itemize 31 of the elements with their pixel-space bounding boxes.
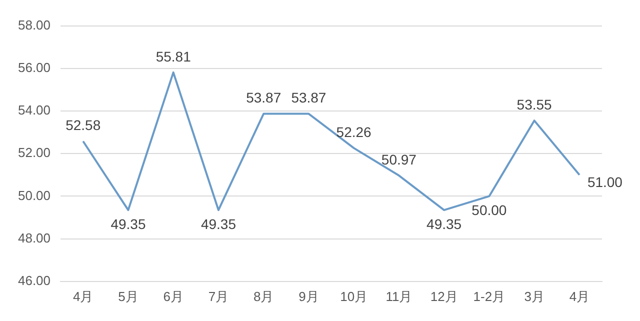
x-tick-label: 4月 (72, 288, 94, 304)
x-tick-label: 10月 (340, 288, 368, 304)
x-tick-label: 9月 (298, 288, 319, 304)
y-tick-label: 46.00 (18, 272, 51, 288)
x-tick-label: 6月 (163, 288, 184, 304)
data-label: 53.87 (291, 90, 326, 106)
x-tick-label: 7月 (208, 288, 229, 304)
data-label: 49.35 (426, 216, 462, 232)
data-label: 49.35 (200, 216, 236, 232)
data-label: 50.00 (472, 202, 507, 218)
x-tick-label: 1-2月 (473, 288, 506, 304)
y-tick-label: 48.00 (18, 230, 51, 246)
y-tick-label: 50.00 (18, 188, 51, 203)
x-tick-label: 8月 (253, 288, 274, 304)
data-label: 53.55 (516, 96, 552, 112)
x-tick-label: 4月 (569, 288, 590, 304)
data-label: 50.97 (381, 151, 417, 168)
data-label: 53.87 (246, 90, 282, 106)
y-tick-label: 52.00 (18, 145, 51, 160)
x-tick-label: 12月 (430, 288, 458, 304)
y-tick-label: 56.00 (18, 60, 51, 75)
x-tick-label: 3月 (524, 288, 544, 304)
data-label: 52.58 (66, 117, 101, 134)
x-tick-label: 5月 (118, 288, 138, 304)
y-tick-label: 58.00 (18, 17, 51, 32)
x-tick-label: 11月 (386, 288, 412, 304)
data-label: 49.35 (110, 216, 146, 232)
y-tick-label: 54.00 (18, 102, 51, 118)
data-label: 55.81 (156, 48, 192, 64)
data-label: 52.26 (336, 124, 372, 140)
data-label: 51.00 (587, 174, 623, 190)
